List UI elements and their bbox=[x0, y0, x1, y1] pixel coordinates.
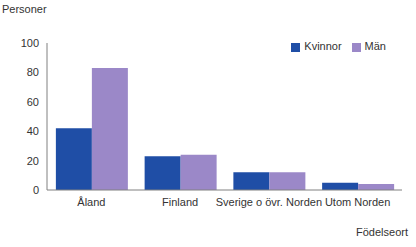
svg-text:60: 60 bbox=[27, 96, 39, 108]
svg-text:20: 20 bbox=[27, 155, 39, 167]
svg-text:Finland: Finland bbox=[162, 196, 198, 208]
html-text:Män: Män bbox=[364, 40, 386, 52]
svg-text:80: 80 bbox=[27, 66, 39, 78]
html-text:Personer: Personer bbox=[2, 3, 47, 15]
svg-text:Sverige o övr. Norden: Sverige o övr. Norden bbox=[216, 196, 322, 208]
svg-text:100: 100 bbox=[21, 37, 39, 49]
html-text:Födelseort: Födelseort bbox=[356, 226, 408, 238]
svg-text:Åland: Åland bbox=[77, 196, 105, 208]
svg-text:Utom Norden: Utom Norden bbox=[325, 196, 390, 208]
svg-text:40: 40 bbox=[27, 125, 39, 137]
html-text:Kvinnor: Kvinnor bbox=[304, 40, 342, 52]
svg-text:0: 0 bbox=[33, 184, 39, 196]
